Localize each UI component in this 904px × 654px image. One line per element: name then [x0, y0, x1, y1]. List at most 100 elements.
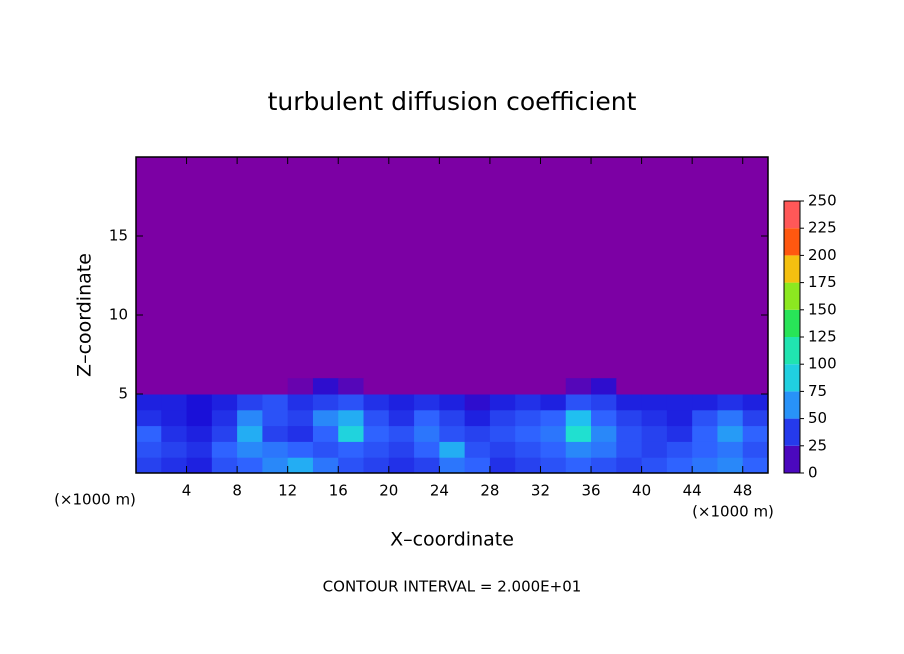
- field-cell: [161, 457, 188, 474]
- field-cell: [312, 409, 339, 427]
- field-cell: [161, 394, 188, 411]
- field-cell: [666, 409, 693, 427]
- field-cell: [591, 457, 617, 474]
- field-cell: [338, 394, 365, 411]
- field-cell: [211, 441, 238, 458]
- field-cell: [363, 378, 390, 395]
- field-cell: [515, 394, 541, 411]
- colorbar-band: [784, 364, 800, 392]
- colorbar-band: [784, 391, 800, 419]
- field-cell: [136, 457, 162, 474]
- footer: CONTOUR INTERVAL = 2.000E+01: [323, 578, 582, 596]
- field-cell: [540, 457, 567, 474]
- x-tick-label: 24: [430, 482, 449, 500]
- field-cell: [616, 394, 643, 411]
- field-cell: [312, 457, 339, 474]
- x-tick-label: 44: [683, 482, 702, 500]
- field-cell: [211, 394, 238, 411]
- colorbar-tick-label: 250: [808, 192, 837, 210]
- field-cell: [312, 394, 339, 411]
- field-cell: [388, 441, 415, 458]
- field-cell: [565, 394, 592, 411]
- colorbar-band: [784, 201, 800, 229]
- field-cell: [641, 425, 668, 442]
- field-cell: [439, 425, 466, 442]
- field-cell: [641, 409, 668, 427]
- colorbar-band: [784, 418, 800, 446]
- field-cell: [439, 378, 466, 395]
- field-cell: [666, 425, 693, 442]
- field-cell: [414, 425, 440, 442]
- field-cell: [414, 457, 440, 474]
- field-cell: [565, 425, 592, 442]
- field-cell: [591, 378, 617, 395]
- field-cell: [211, 378, 238, 395]
- x-tick-label: 40: [632, 482, 651, 500]
- field-cell: [565, 378, 592, 395]
- field-cell: [489, 441, 516, 458]
- field-cell: [717, 457, 744, 474]
- field-cell: [186, 378, 213, 395]
- field-cell: [692, 425, 718, 442]
- x-tick-label: 32: [531, 482, 550, 500]
- colorbar-band: [784, 228, 800, 256]
- field-cell: [186, 441, 213, 458]
- field-cell: [388, 425, 415, 442]
- x-tick-label: 48: [733, 482, 752, 500]
- x-unit: (×1000 m): [54, 491, 136, 509]
- y-tick-label: 5: [118, 385, 128, 403]
- field-cell: [692, 441, 718, 458]
- field-cell: [489, 425, 516, 442]
- field-cell: [338, 378, 365, 395]
- field-cell: [464, 409, 491, 427]
- field-cell: [489, 394, 516, 411]
- field-cell: [262, 409, 289, 427]
- field-cell: [717, 425, 744, 442]
- colorbar-tick-label: 25: [808, 436, 827, 454]
- field-cell: [540, 394, 567, 411]
- field-cell: [464, 394, 491, 411]
- field-cell: [363, 457, 390, 474]
- colorbar-band: [784, 337, 800, 365]
- x-axis-label: X–coordinate: [390, 529, 514, 551]
- field-cell: [338, 425, 365, 442]
- field-cell: [211, 425, 238, 442]
- field-cell: [136, 394, 162, 411]
- field-cell: [237, 378, 263, 395]
- field-cell: [540, 441, 567, 458]
- field-cell: [363, 409, 390, 427]
- colorbar-band: [784, 255, 800, 283]
- field-cell: [439, 394, 466, 411]
- field-cell: [742, 425, 769, 442]
- field-cell: [464, 425, 491, 442]
- field-cell: [692, 394, 718, 411]
- colorbar-tick-label: 0: [808, 464, 818, 482]
- field-cell: [186, 457, 213, 474]
- x-tick-label: 20: [379, 482, 398, 500]
- field-cell: [666, 394, 693, 411]
- field-cell: [641, 378, 668, 395]
- field-cell: [489, 457, 516, 474]
- field-cell: [464, 378, 491, 395]
- field-cell: [591, 425, 617, 442]
- field-cell: [237, 457, 263, 474]
- field-cell: [742, 378, 769, 395]
- field-cell: [211, 409, 238, 427]
- field-cell: [591, 394, 617, 411]
- field-cell: [388, 394, 415, 411]
- field-cell: [666, 457, 693, 474]
- field-cell: [464, 441, 491, 458]
- field-cell: [237, 441, 263, 458]
- field-cell: [616, 457, 643, 474]
- field-cell: [414, 409, 440, 427]
- field-cell: [312, 378, 339, 395]
- colorbar-tick-label: 225: [808, 219, 837, 237]
- field-cell: [616, 441, 643, 458]
- field-cell: [363, 441, 390, 458]
- x-tick-label: 28: [480, 482, 499, 500]
- field-cell: [237, 425, 263, 442]
- field-cell: [540, 409, 567, 427]
- field-cell: [237, 394, 263, 411]
- colorbar-tick-label: 125: [808, 328, 837, 346]
- field-cell: [388, 409, 415, 427]
